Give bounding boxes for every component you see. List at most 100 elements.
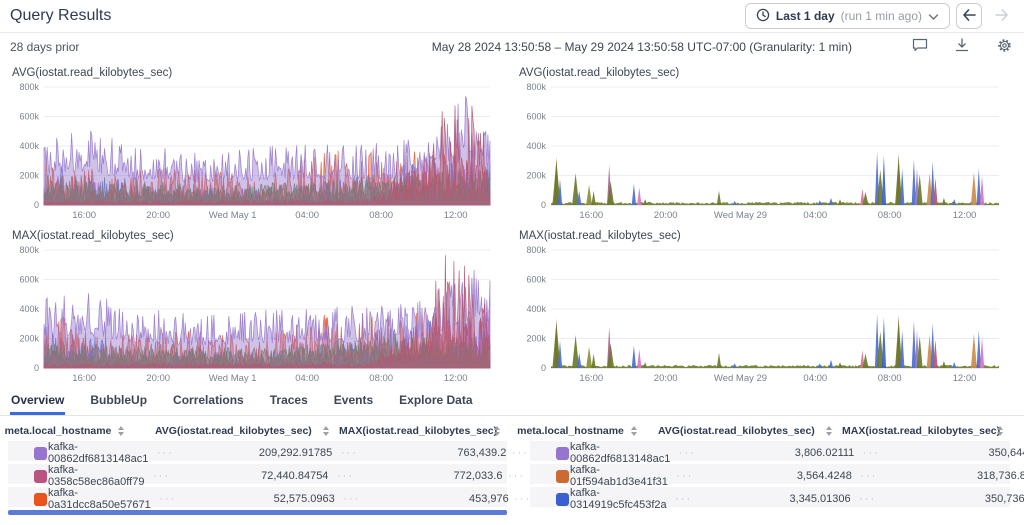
row-menu-dots[interactable]: ··· <box>343 493 361 505</box>
column-header-hostname[interactable]: meta.local_hostname <box>5 425 125 437</box>
x-tick-label: 20:00 <box>654 210 678 221</box>
x-tick-label: 16:00 <box>579 373 603 384</box>
row-menu-dots[interactable]: ··· <box>507 470 525 482</box>
spike <box>970 333 977 368</box>
spike <box>837 199 843 205</box>
table-row[interactable]: kafka-0314919c5fc453f2a ··· 3,345.01306 … <box>530 487 1024 511</box>
table-row[interactable]: kafka-00862df6813148ac1 ··· 3,806.02111 … <box>530 441 1024 465</box>
table-header: meta.local_hostname AVG(iostat.read_kilo… <box>517 420 1010 441</box>
clock-icon <box>756 8 770 25</box>
x-tick-label: Wed May 1 <box>209 210 257 221</box>
comment-button[interactable] <box>910 37 930 57</box>
avg-cell: 72,440.84754 <box>261 470 329 482</box>
table-row[interactable]: kafka-00862df6813148ac1 ··· 209,292.9178… <box>8 441 527 465</box>
spike <box>862 192 869 205</box>
row-menu-dots[interactable]: ··· <box>678 447 696 459</box>
next-query-button[interactable] <box>988 3 1014 29</box>
tab-events[interactable]: Events <box>333 393 374 407</box>
sort-icon[interactable] <box>118 425 125 436</box>
row-menu-dots[interactable]: ··· <box>336 470 354 482</box>
x-tick-label: 08:00 <box>878 210 902 221</box>
row-menu-dots[interactable]: ··· <box>514 493 532 505</box>
spike <box>557 340 563 368</box>
spike <box>895 318 903 368</box>
spike <box>900 168 905 205</box>
settings-button[interactable] <box>994 37 1014 57</box>
row-menu-dots[interactable]: ··· <box>156 447 174 459</box>
spike <box>837 362 843 368</box>
spike <box>979 175 985 205</box>
y-tick-label: 0 <box>34 200 39 210</box>
y-tick-label: 600k <box>526 275 546 285</box>
row-menu-dots[interactable]: ··· <box>675 493 693 505</box>
table-row[interactable]: kafka-0a31dcc8a50e57671 ··· 52,575.0963 … <box>8 487 529 511</box>
table-row[interactable]: kafka-0358c58ec86a0ff79 ··· 72,440.84754… <box>8 464 523 488</box>
x-tick-label: 04:00 <box>803 373 827 384</box>
max-cell: 318,736.8 <box>976 470 1024 482</box>
sort-icon[interactable] <box>322 425 329 436</box>
charts-grid: AVG(iostat.read_kilobytes_sec) 800k 600k 4… <box>0 60 1024 386</box>
tab-overview[interactable]: Overview <box>10 389 66 415</box>
row-menu-dots[interactable]: ··· <box>340 447 358 459</box>
previous-query-button[interactable] <box>956 3 982 29</box>
y-tick-label: 800k <box>526 245 546 255</box>
spike <box>900 330 905 368</box>
sort-icon[interactable] <box>630 425 637 436</box>
spike <box>572 173 580 205</box>
time-range-dropdown[interactable]: Last 1 day (run 1 min ago) <box>744 3 950 29</box>
column-header-avg[interactable]: AVG(iostat.read_kilobytes_sec) <box>155 424 312 437</box>
spike <box>642 199 648 205</box>
spike <box>591 353 596 368</box>
tab-explore-data[interactable]: Explore Data <box>399 393 473 407</box>
sort-icon[interactable] <box>825 425 832 436</box>
timeseries-chart-max-current[interactable]: 800k 600k 400k 200k 0 16:00 20:00 Wed May 29 04:… <box>517 243 1009 386</box>
sort-icon[interactable] <box>996 425 1003 436</box>
spike <box>552 160 561 205</box>
x-tick-label: Wed May 1 <box>209 373 257 384</box>
hostname-cell: kafka-00862df6813148ac1 <box>48 441 149 465</box>
column-header-max[interactable]: MAX(iostat.read_kilobytes_sec) <box>339 424 498 437</box>
spike <box>828 359 834 368</box>
x-tick-label: 20:00 <box>654 373 678 384</box>
row-menu-dots[interactable]: ··· <box>511 447 529 459</box>
tab-bubbleup[interactable]: BubbleUp <box>90 393 148 407</box>
spike <box>911 320 917 368</box>
y-tick-label: 800k <box>19 82 39 92</box>
tab-traces[interactable]: Traces <box>269 393 308 407</box>
max-cell: 772,033.6 <box>453 470 503 482</box>
series-color-swatch <box>556 492 569 506</box>
download-button[interactable] <box>952 37 972 57</box>
timeseries-chart-max-prior[interactable]: 800k 600k 400k 200k 0 16:00 20:00 Wed May 1 04:0… <box>10 243 500 386</box>
table-row[interactable]: kafka-01f594ab1d3e41f31 ··· 3,564.4248 ·… <box>530 464 1024 488</box>
hostname-cell: kafka-0314919c5fc453f2a <box>570 487 667 511</box>
chart-title: AVG(iostat.read_kilobytes_sec) <box>519 67 680 79</box>
sort-icon[interactable] <box>493 425 500 436</box>
timeseries-chart-avg-current[interactable]: 800k 600k 400k 200k 0 16:00 20:00 Wed May 29 04:… <box>517 80 1009 223</box>
spike <box>591 190 596 205</box>
partial-next-row[interactable] <box>8 510 507 515</box>
row-menu-dots[interactable]: ··· <box>859 493 877 505</box>
spike <box>607 343 615 368</box>
spike <box>876 331 884 368</box>
chart-max-current: MAX(iostat.read_kilobytes_sec) 800k 600k 4… <box>507 223 1016 386</box>
time-range-label: Last 1 day <box>775 9 835 23</box>
tab-correlations[interactable]: Correlations <box>173 393 244 407</box>
chart-title: AVG(iostat.read_kilobytes_sec) <box>12 67 173 79</box>
column-header-hostname[interactable]: meta.local_hostname <box>517 425 637 437</box>
row-menu-dots[interactable]: ··· <box>860 470 878 482</box>
column-header-avg[interactable]: AVG(iostat.read_kilobytes_sec) <box>658 424 815 437</box>
row-menu-dots[interactable]: ··· <box>676 470 694 482</box>
subheader: 28 days prior May 28 2024 13:50:58 – May… <box>0 33 1024 60</box>
row-menu-dots[interactable]: ··· <box>159 493 177 505</box>
x-tick-label: 04:00 <box>295 373 319 384</box>
spike <box>642 362 648 368</box>
timeseries-chart-avg-prior[interactable]: 800k 600k 400k 200k 0 16:00 20:00 Wed May 1 04:0… <box>10 80 500 223</box>
y-tick-label: 600k <box>19 112 39 122</box>
chart-max-prior: MAX(iostat.read_kilobytes_sec) 800k 600k 4… <box>0 223 507 386</box>
spike <box>930 161 935 205</box>
y-tick-label: 400k <box>19 304 39 314</box>
spike <box>911 159 917 205</box>
column-header-max[interactable]: MAX(iostat.read_kilobytes_sec) <box>842 424 1001 437</box>
row-menu-dots[interactable]: ··· <box>862 447 880 459</box>
row-menu-dots[interactable]: ··· <box>152 470 170 482</box>
